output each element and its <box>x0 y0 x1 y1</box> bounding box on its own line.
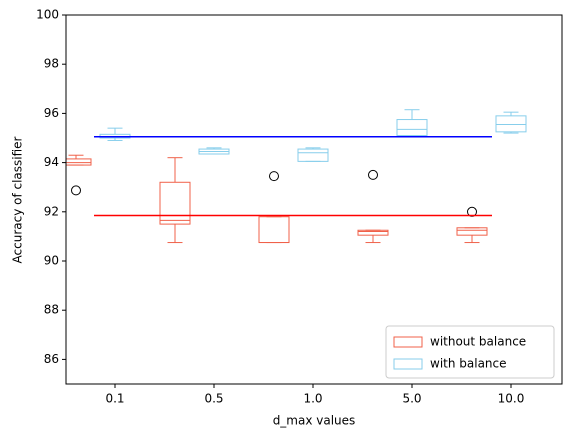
x-axis-label: d_max values <box>273 414 356 428</box>
outlier <box>71 185 81 196</box>
legend-label: without balance <box>430 335 526 349</box>
y-tick-label: 92 <box>44 204 59 218</box>
box <box>297 148 329 162</box>
legend-swatch <box>393 336 423 348</box>
y-tick-label: 100 <box>36 8 59 22</box>
outlier <box>368 169 378 180</box>
box <box>66 158 92 166</box>
legend-box <box>385 325 555 379</box>
box <box>396 119 428 137</box>
y-tick-label: 96 <box>44 106 59 120</box>
outlier <box>467 206 477 217</box>
x-tick-label: 0.5 <box>204 392 223 406</box>
y-tick-label: 94 <box>44 155 59 169</box>
legend-swatch <box>393 358 423 370</box>
axes-frame <box>65 14 563 385</box>
outlier <box>269 171 279 182</box>
x-tick-label: 10.0 <box>498 392 525 406</box>
y-tick-label: 88 <box>44 303 59 317</box>
y-axis-label: Accuracy of classifier <box>11 136 25 263</box>
box <box>456 227 488 236</box>
box <box>357 229 389 236</box>
x-tick-label: 1.0 <box>303 392 322 406</box>
y-tick-label: 90 <box>44 254 59 268</box>
x-tick-label: 0.1 <box>105 392 124 406</box>
x-tick-label: 5.0 <box>402 392 421 406</box>
y-tick-label: 98 <box>44 57 59 71</box>
y-tick-label: 86 <box>44 352 59 366</box>
plot-area <box>66 109 527 244</box>
legend-label: with balance <box>430 357 507 371</box>
box <box>495 115 527 133</box>
box <box>159 181 191 225</box>
